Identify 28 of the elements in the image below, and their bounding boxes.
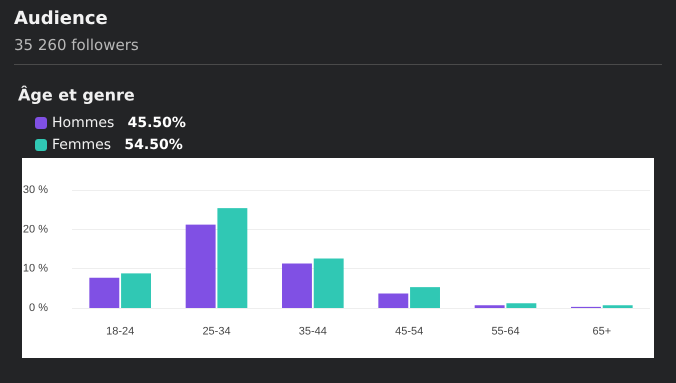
y-tick-label: 0 % xyxy=(29,302,48,314)
text: 45.50% xyxy=(128,115,186,131)
bar xyxy=(410,287,440,308)
bar xyxy=(282,264,312,308)
x-tick-label: 65+ xyxy=(592,326,612,338)
x-tick-label: 18-24 xyxy=(106,326,134,338)
bar xyxy=(314,258,344,308)
legend-title: Âge et genre xyxy=(18,86,135,104)
bar xyxy=(602,305,633,308)
bar xyxy=(506,303,536,308)
chart-title: Audience xyxy=(14,8,108,29)
x-tick-label: 35-44 xyxy=(298,326,327,338)
chart-subtitle: 35 260 followers xyxy=(14,36,139,54)
x-tick-label: 45-54 xyxy=(395,326,424,338)
bar xyxy=(474,305,505,308)
y-tick-label: 10 % xyxy=(22,262,48,275)
bar xyxy=(217,208,248,308)
bar xyxy=(89,278,120,308)
y-tick-label: 20 % xyxy=(22,223,48,236)
legend-label: Hommes xyxy=(52,115,128,131)
legend-label: Femmes xyxy=(52,137,124,153)
x-tick-label: 55-64 xyxy=(491,326,520,338)
bar xyxy=(121,273,151,308)
x-tick-label: 25-34 xyxy=(202,326,231,338)
text: 54.50% xyxy=(124,137,183,153)
bar xyxy=(186,224,216,308)
y-tick-label: 30 % xyxy=(22,184,48,196)
bar xyxy=(378,293,408,308)
